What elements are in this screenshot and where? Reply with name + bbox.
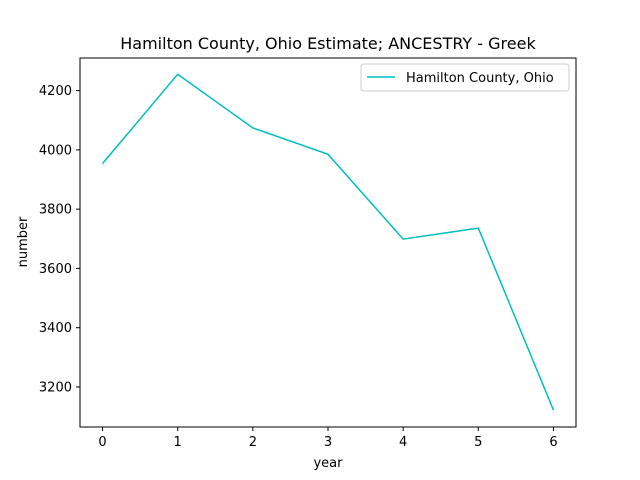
x-tick-label: 6 (549, 435, 557, 450)
y-axis-ticks: 3200 3400 3600 3800 4000 4200 (39, 84, 80, 395)
y-tick-label: 3800 (39, 203, 72, 218)
legend-box (360, 63, 570, 92)
x-axis-ticks: 0 1 2 3 4 5 6 (98, 427, 558, 450)
y-tick-label: 4000 (39, 143, 72, 158)
y-tick-label: 3400 (39, 321, 72, 336)
plot-area (80, 58, 576, 427)
y-tick-label: 4200 (39, 84, 72, 99)
x-tick-label: 4 (399, 435, 407, 450)
y-tick-label: 3600 (39, 262, 72, 277)
y-axis-title: number (16, 216, 31, 267)
chart-title: Hamilton County, Ohio Estimate; ANCESTRY… (120, 34, 536, 53)
x-tick-label: 2 (249, 435, 257, 450)
legend-label: Hamilton County, Ohio (406, 71, 554, 86)
legend: Hamilton County, Ohio (360, 63, 570, 92)
x-tick-label: 5 (474, 435, 482, 450)
plot-frame (79, 57, 577, 428)
x-axis-title: year (313, 456, 343, 471)
x-tick-label: 1 (174, 435, 182, 450)
y-tick-label: 3200 (39, 380, 72, 395)
series-line (101, 73, 555, 411)
x-tick-label: 0 (98, 435, 106, 450)
x-tick-label: 3 (324, 435, 332, 450)
